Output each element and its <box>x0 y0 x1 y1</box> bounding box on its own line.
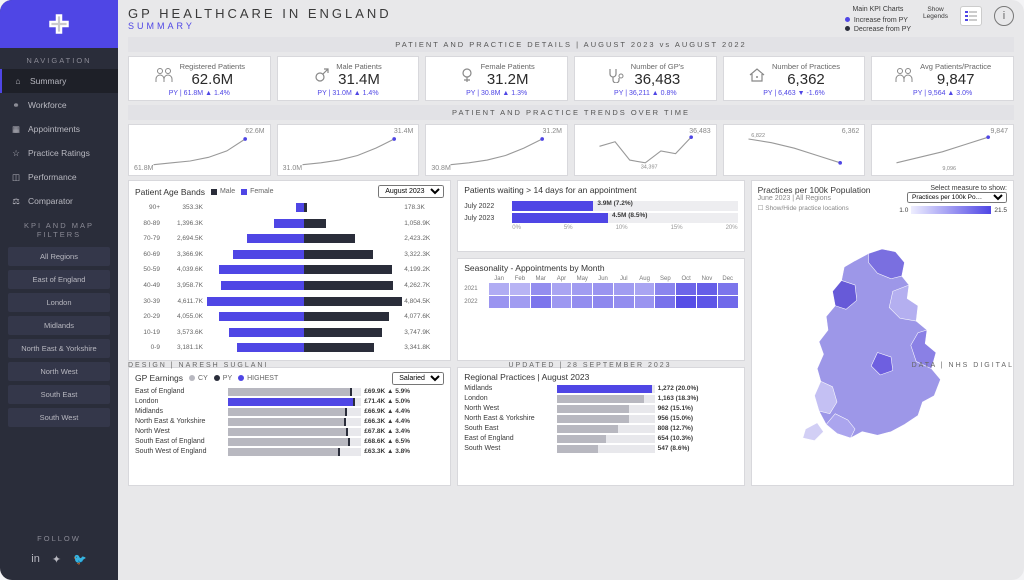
people2-icon <box>894 67 914 83</box>
filter-north-east-yorkshire[interactable]: North East & Yorkshire <box>8 339 110 358</box>
kpi-card: Male Patients31.4MPY | 31.0M ▲ 1.4% <box>277 56 420 101</box>
house-icon <box>748 67 766 83</box>
pyramid-row: 20-294,055.0K4,077.6K <box>135 310 444 323</box>
nav-item-comparator[interactable]: ⚖Comparator <box>0 189 118 213</box>
kpi-card: Number of Practices6,362PY | 6,463 ▼ -1.… <box>723 56 866 101</box>
earnings-row: South East of England£68.6K ▲ 6.5% <box>135 438 444 446</box>
earnings-panel: GP Earnings CY PY HIGHEST Salaried East … <box>128 367 451 487</box>
calendar-icon: ▦ <box>10 123 22 135</box>
earnings-row: East of England£69.9K ▲ 5.9% <box>135 388 444 396</box>
follow-header: FOLLOW <box>0 526 118 547</box>
waiting-row: July 20234.5M (8.5%) <box>464 213 737 223</box>
pyramid-row: 90+353.3K178.3K <box>135 201 444 214</box>
earnings-row: London£71.4K ▲ 5.0% <box>135 398 444 406</box>
trend-card: 9,0969,847 <box>871 124 1014 176</box>
regional-row: East of England654 (10.3%) <box>464 435 737 443</box>
kpi-card: Avg Patients/Practice9,847PY | 9,564 ▲ 3… <box>871 56 1014 101</box>
section-trends-title: PATIENT AND PRACTICE TRENDS OVER TIME <box>128 105 1014 120</box>
people-icon: ⚭ <box>10 99 22 111</box>
kpi-card: Female Patients31.2MPY | 30.8M ▲ 1.3% <box>425 56 568 101</box>
nav-item-practice-ratings[interactable]: ☆Practice Ratings <box>0 141 118 165</box>
svg-text:34,397: 34,397 <box>641 164 658 170</box>
regional-row: Midlands1,272 (20.0%) <box>464 385 737 393</box>
pyramid-row: 30-394,611.7K4,804.5K <box>135 295 444 308</box>
female-icon <box>459 67 475 83</box>
filter-south-west[interactable]: South West <box>8 408 110 427</box>
people2-icon <box>154 67 174 83</box>
filter-london[interactable]: London <box>8 293 110 312</box>
trend-card: 6,8226,362 <box>723 124 866 176</box>
male-icon <box>314 67 330 83</box>
earnings-row: Midlands£66.9K ▲ 4.4% <box>135 408 444 416</box>
pyramid-row: 0-93,181.1K3,341.8K <box>135 341 444 354</box>
stetho-icon <box>607 67 625 83</box>
filter-east-of-england[interactable]: East of England <box>8 270 110 289</box>
svg-text:6,822: 6,822 <box>751 133 765 139</box>
nav-item-appointments[interactable]: ▦Appointments <box>0 117 118 141</box>
chart-icon: ◫ <box>10 171 22 183</box>
nav-header: NAVIGATION <box>0 48 118 69</box>
trend-card: 34,39736,483 <box>574 124 717 176</box>
twitter-icon[interactable]: 🐦 <box>73 553 87 566</box>
earnings-row: South West of England£63.3K ▲ 3.8% <box>135 448 444 456</box>
regional-row: London1,163 (18.3%) <box>464 395 737 403</box>
trend-card: 30.8M31.2M <box>425 124 568 176</box>
footer-updated: UPDATED | 28 SEPTEMBER 2023 <box>508 362 671 369</box>
pyramid-row: 40-493,958.7K4,262.7K <box>135 279 444 292</box>
filter-midlands[interactable]: Midlands <box>8 316 110 335</box>
earnings-selector[interactable]: Salaried <box>392 372 444 385</box>
kpi-card: Number of GP's36,483PY | 36,211 ▲ 0.8% <box>574 56 717 101</box>
earnings-row: North East & Yorkshire£66.3K ▲ 4.4% <box>135 418 444 426</box>
home-icon: ⌂ <box>12 75 24 87</box>
tableau-icon[interactable]: ✦ <box>52 553 61 566</box>
logo <box>0 0 118 48</box>
page-subtitle: SUMMARY <box>128 21 392 31</box>
map-panel: Practices per 100k Population June 2023 … <box>751 180 1014 486</box>
pyramid-row: 50-594,039.6K4,199.2K <box>135 263 444 276</box>
pyramid-selector[interactable]: August 2023 <box>378 185 444 198</box>
trend-card: 61.8M62.6M <box>128 124 271 176</box>
linkedin-icon[interactable]: in <box>31 553 40 566</box>
earnings-row: North West£67.8K ▲ 3.4% <box>135 428 444 436</box>
pyramid-row: 60-693,366.9K3,322.3K <box>135 248 444 261</box>
pyramid-row: 70-792,694.5K2,423.2K <box>135 232 444 245</box>
filters-header: KPI AND MAP FILTERS <box>0 213 118 243</box>
waiting-row: July 20223.9M (7.2%) <box>464 201 737 211</box>
section-kpi-title: PATIENT AND PRACTICE DETAILS | AUGUST 20… <box>128 37 1014 52</box>
footer-data: DATA | NHS DIGITAL <box>912 362 1014 369</box>
svg-text:9,096: 9,096 <box>943 166 957 172</box>
nav-item-performance[interactable]: ◫Performance <box>0 165 118 189</box>
regional-panel: Regional Practices | August 2023 Midland… <box>457 367 744 487</box>
filter-all-regions[interactable]: All Regions <box>8 247 110 266</box>
map-measure-selector[interactable]: Practices per 100k Po… <box>907 192 1007 203</box>
footer-design: DESIGN | NARESH SUGLANI <box>128 362 268 369</box>
regional-row: South East808 (12.7%) <box>464 425 737 433</box>
star-icon: ☆ <box>10 147 22 159</box>
regional-row: North East & Yorkshire956 (15.0%) <box>464 415 737 423</box>
balance-icon: ⚖ <box>10 195 22 207</box>
pyramid-panel: Patient Age Bands Male Female August 202… <box>128 180 451 361</box>
filter-south-east[interactable]: South East <box>8 385 110 404</box>
waiting-panel: Patients waiting > 14 days for an appoin… <box>457 180 744 252</box>
pyramid-row: 10-193,573.6K3,747.9K <box>135 326 444 339</box>
sidebar: NAVIGATION ⌂Summary⚭Workforce▦Appointmen… <box>0 0 118 580</box>
pyramid-row: 80-891,396.3K1,058.9K <box>135 217 444 230</box>
filter-north-west[interactable]: North West <box>8 362 110 381</box>
trend-card: 31.0M31.4M <box>277 124 420 176</box>
info-button[interactable]: i <box>994 6 1014 26</box>
seasonality-panel: Seasonality - Appointments by Month JanF… <box>457 258 744 361</box>
kpi-legend-title: Main KPI Charts <box>845 6 911 13</box>
page-title: GP HEALTHCARE IN ENGLAND <box>128 6 392 21</box>
regional-row: North West962 (15.1%) <box>464 405 737 413</box>
england-map[interactable] <box>758 214 1007 481</box>
regional-row: South West547 (8.6%) <box>464 445 737 453</box>
nav-item-summary[interactable]: ⌂Summary <box>0 69 118 93</box>
nav-item-workforce[interactable]: ⚭Workforce <box>0 93 118 117</box>
legend-toggle-button[interactable] <box>960 6 982 26</box>
main: GP HEALTHCARE IN ENGLAND SUMMARY Main KP… <box>118 0 1024 580</box>
kpi-card: Registered Patients62.6MPY | 61.8M ▲ 1.4… <box>128 56 271 101</box>
